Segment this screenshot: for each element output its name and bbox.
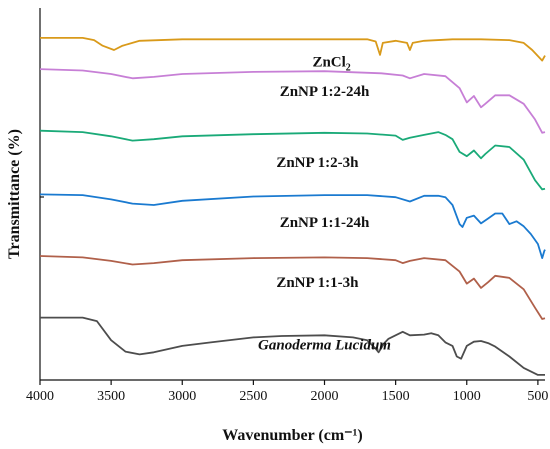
series-label-2: ZnNP 1:2-3h: [276, 155, 359, 171]
series-label-3: ZnNP 1:1-24h: [280, 215, 370, 231]
x-axis-title: Wavenumber (cm⁻¹): [222, 427, 362, 444]
x-tick-label: 500: [527, 389, 548, 404]
series-labels: ZnCl2 ZnNP 1:2-24h ZnNP 1:2-3h ZnNP 1:1-24h…: [258, 54, 391, 353]
series-label-5: Ganoderma Lucidum: [258, 337, 391, 353]
series-label-1: ZnNP 1:2-24h: [280, 84, 370, 100]
y-axis-title: Transmittance (%): [6, 129, 23, 259]
x-tick-label: 3500: [97, 389, 125, 404]
x-tick-label: 3000: [168, 389, 196, 404]
spectra-series: [39, 37, 546, 376]
axes: 4000 3500 3000 2500 2000 1500 1000 500: [26, 8, 548, 404]
x-tick-label: 1500: [382, 389, 410, 404]
series-line-3: [39, 193, 546, 259]
x-tick-label: 2500: [239, 389, 267, 404]
series-label-4: ZnNP 1:1-3h: [276, 275, 359, 291]
series-line-4: [39, 255, 546, 320]
series-line-5: [40, 316, 545, 376]
series-label-0: ZnCl2: [312, 54, 350, 73]
series-line-0: [40, 37, 546, 62]
x-tick-label: 2000: [311, 389, 339, 404]
series-line-1: [39, 68, 546, 134]
series-line-2: [39, 129, 546, 191]
x-tick-label: 1000: [453, 389, 481, 404]
x-ticks: 4000 3500 3000 2500 2000 1500 1000 500: [26, 380, 548, 404]
x-tick-label: 4000: [26, 389, 54, 404]
